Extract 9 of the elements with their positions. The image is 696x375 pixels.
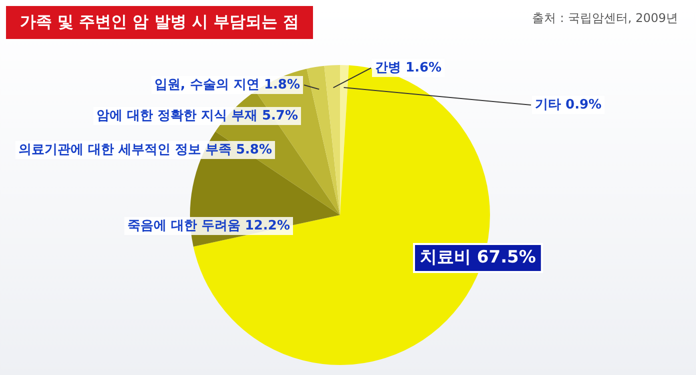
slice-label: 입원, 수술의 지연 1.8% [154,77,300,92]
slice-label: 치료비 67.5% [420,247,536,268]
slice-label: 간병 1.6% [375,60,442,76]
source-note: 출처 : 국립암센터, 2009년 [532,10,678,27]
slice-label: 기타 0.9% [535,97,602,112]
slice-label: 죽음에 대한 두려움 12.2% [127,218,290,234]
chart-title: 가족 및 주변인 암 발병 시 부담되는 점 [6,6,313,39]
slice-label: 암에 대한 정확한 지식 부재 5.7% [96,108,298,124]
slice-label: 의료기관에 대한 세부적인 정보 부족 5.8% [18,142,272,158]
